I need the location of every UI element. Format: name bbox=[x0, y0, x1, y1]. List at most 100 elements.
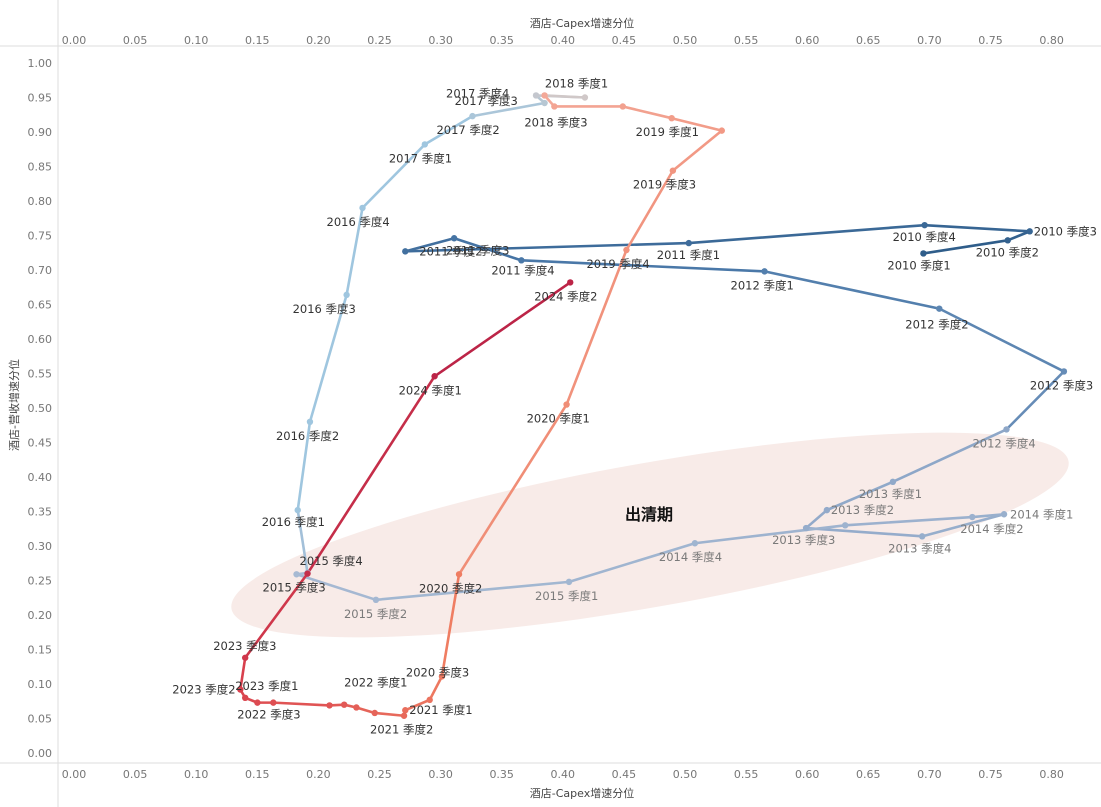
data-point bbox=[372, 596, 380, 604]
clearing-period-annotation: 出清期 bbox=[625, 505, 673, 524]
point-label: 2021 季度2 bbox=[370, 723, 433, 737]
series-segment bbox=[687, 223, 926, 245]
x-tick-label-bottom: 0.75 bbox=[978, 768, 1003, 781]
point-label: 2015 季度3 bbox=[263, 580, 326, 594]
data-point bbox=[294, 506, 301, 514]
series-segment bbox=[670, 116, 724, 132]
series-segment bbox=[922, 239, 1010, 255]
data-point bbox=[1060, 368, 1068, 375]
data-point bbox=[921, 221, 928, 229]
data-point bbox=[518, 257, 525, 264]
x-tick-label-bottom: 0.45 bbox=[612, 768, 637, 781]
x-tick-label-top: 0.40 bbox=[551, 34, 576, 47]
series-segment bbox=[671, 129, 724, 172]
series-segment bbox=[452, 236, 523, 262]
series-segment bbox=[937, 307, 1066, 373]
highlight-layer bbox=[231, 432, 1069, 638]
series-segment bbox=[891, 428, 1008, 484]
data-point bbox=[402, 707, 409, 714]
x-tick-label-bottom: 0.40 bbox=[551, 768, 576, 781]
series-segment bbox=[403, 236, 456, 253]
data-point bbox=[541, 99, 548, 107]
series-segment bbox=[308, 293, 348, 424]
point-label: 2010 季度1 bbox=[887, 258, 950, 272]
data-point bbox=[371, 709, 378, 717]
data-point bbox=[304, 570, 311, 577]
point-label: 2019 季度3 bbox=[633, 178, 696, 192]
x-tick-label-top: 0.50 bbox=[673, 34, 698, 47]
x-tick-label-bottom: 0.05 bbox=[123, 768, 148, 781]
x-tick-label-top: 0.35 bbox=[489, 34, 514, 47]
point-label: 2020 季度2 bbox=[419, 581, 482, 595]
point-label: 2021 季度1 bbox=[409, 703, 472, 717]
data-point bbox=[455, 571, 463, 578]
point-label: 2010 季度2 bbox=[976, 245, 1039, 259]
series-segment bbox=[621, 105, 673, 120]
series-segment bbox=[373, 711, 406, 718]
point-label: 2018 季度1 bbox=[545, 77, 608, 91]
y-tick-label: 0.85 bbox=[28, 161, 53, 174]
point-label: 2012 季度4 bbox=[972, 436, 1035, 450]
series-segment bbox=[471, 101, 546, 118]
data-point bbox=[359, 204, 366, 212]
point-label: 2014 季度1 bbox=[1010, 507, 1073, 521]
series-segment bbox=[403, 241, 691, 253]
data-point bbox=[326, 702, 333, 709]
y-tick-label: 0.40 bbox=[28, 471, 53, 484]
x-tick-label-top: 0.05 bbox=[123, 34, 148, 47]
y-tick-label: 0.10 bbox=[28, 678, 53, 691]
x-tick-label-bottom: 0.70 bbox=[917, 768, 942, 781]
series-segment bbox=[374, 580, 571, 602]
series-segment bbox=[625, 169, 675, 252]
point-label: 2013 季度3 bbox=[772, 533, 835, 547]
series-segment bbox=[239, 656, 247, 691]
point-label: 2023 季度1 bbox=[235, 679, 298, 693]
point-label: 2017 季度1 bbox=[389, 151, 452, 165]
y-tick-label: 0.65 bbox=[28, 299, 53, 312]
data-point bbox=[619, 103, 626, 110]
x-tick-label-bottom: 0.65 bbox=[856, 768, 881, 781]
x-tick-label-top: 0.15 bbox=[245, 34, 270, 47]
y-tick-label: 0.70 bbox=[28, 264, 53, 277]
point-label: 2010 季度4 bbox=[893, 230, 956, 244]
point-label: 2013 季度4 bbox=[888, 541, 951, 555]
point-label: 2012 季度1 bbox=[731, 278, 794, 292]
x-tick-label-bottom: 0.15 bbox=[245, 768, 270, 781]
data-point bbox=[581, 94, 589, 101]
point-label: 2011 季度1 bbox=[657, 248, 720, 262]
data-point bbox=[241, 694, 249, 701]
point-label: 2013 季度2 bbox=[831, 503, 894, 517]
series-segment bbox=[567, 541, 697, 584]
y-tick-label: 0.75 bbox=[28, 230, 53, 243]
x-tick-label-bottom: 0.00 bbox=[62, 768, 87, 781]
point-label: 2024 季度2 bbox=[534, 289, 597, 303]
point-label: 2013 季度1 bbox=[859, 487, 922, 501]
data-point bbox=[691, 540, 699, 547]
series-segment bbox=[923, 223, 1032, 233]
series-segment bbox=[295, 572, 378, 602]
point-label: 2011 季度2 bbox=[419, 244, 482, 258]
series-segment bbox=[804, 526, 924, 538]
y-tick-label: 1.00 bbox=[28, 57, 53, 70]
data-point bbox=[293, 571, 300, 578]
data-point bbox=[1026, 228, 1033, 235]
data-point bbox=[918, 533, 926, 540]
data-points-layer bbox=[237, 92, 1068, 719]
x-tick-label-top: 0.45 bbox=[612, 34, 637, 47]
x-tick-label-bottom: 0.80 bbox=[1039, 768, 1064, 781]
series-segment bbox=[1006, 230, 1032, 242]
point-labels-layer: 2010 季度1 2010 季度2 2010 季度3 2010 季度4 2011 季度1… bbox=[172, 77, 1097, 737]
data-point bbox=[1004, 237, 1011, 244]
y-tick-label: 0.05 bbox=[28, 713, 53, 726]
point-label: 2015 季度2 bbox=[344, 607, 407, 621]
x-tick-label-top: 0.80 bbox=[1039, 34, 1064, 47]
point-label: 2018 季度3 bbox=[524, 115, 587, 129]
data-point bbox=[306, 418, 314, 425]
series-segment bbox=[970, 512, 1006, 519]
data-point bbox=[340, 701, 348, 708]
series-segment bbox=[296, 508, 309, 575]
point-label: 2014 季度2 bbox=[960, 522, 1023, 536]
point-label: 2016 季度2 bbox=[276, 429, 339, 443]
